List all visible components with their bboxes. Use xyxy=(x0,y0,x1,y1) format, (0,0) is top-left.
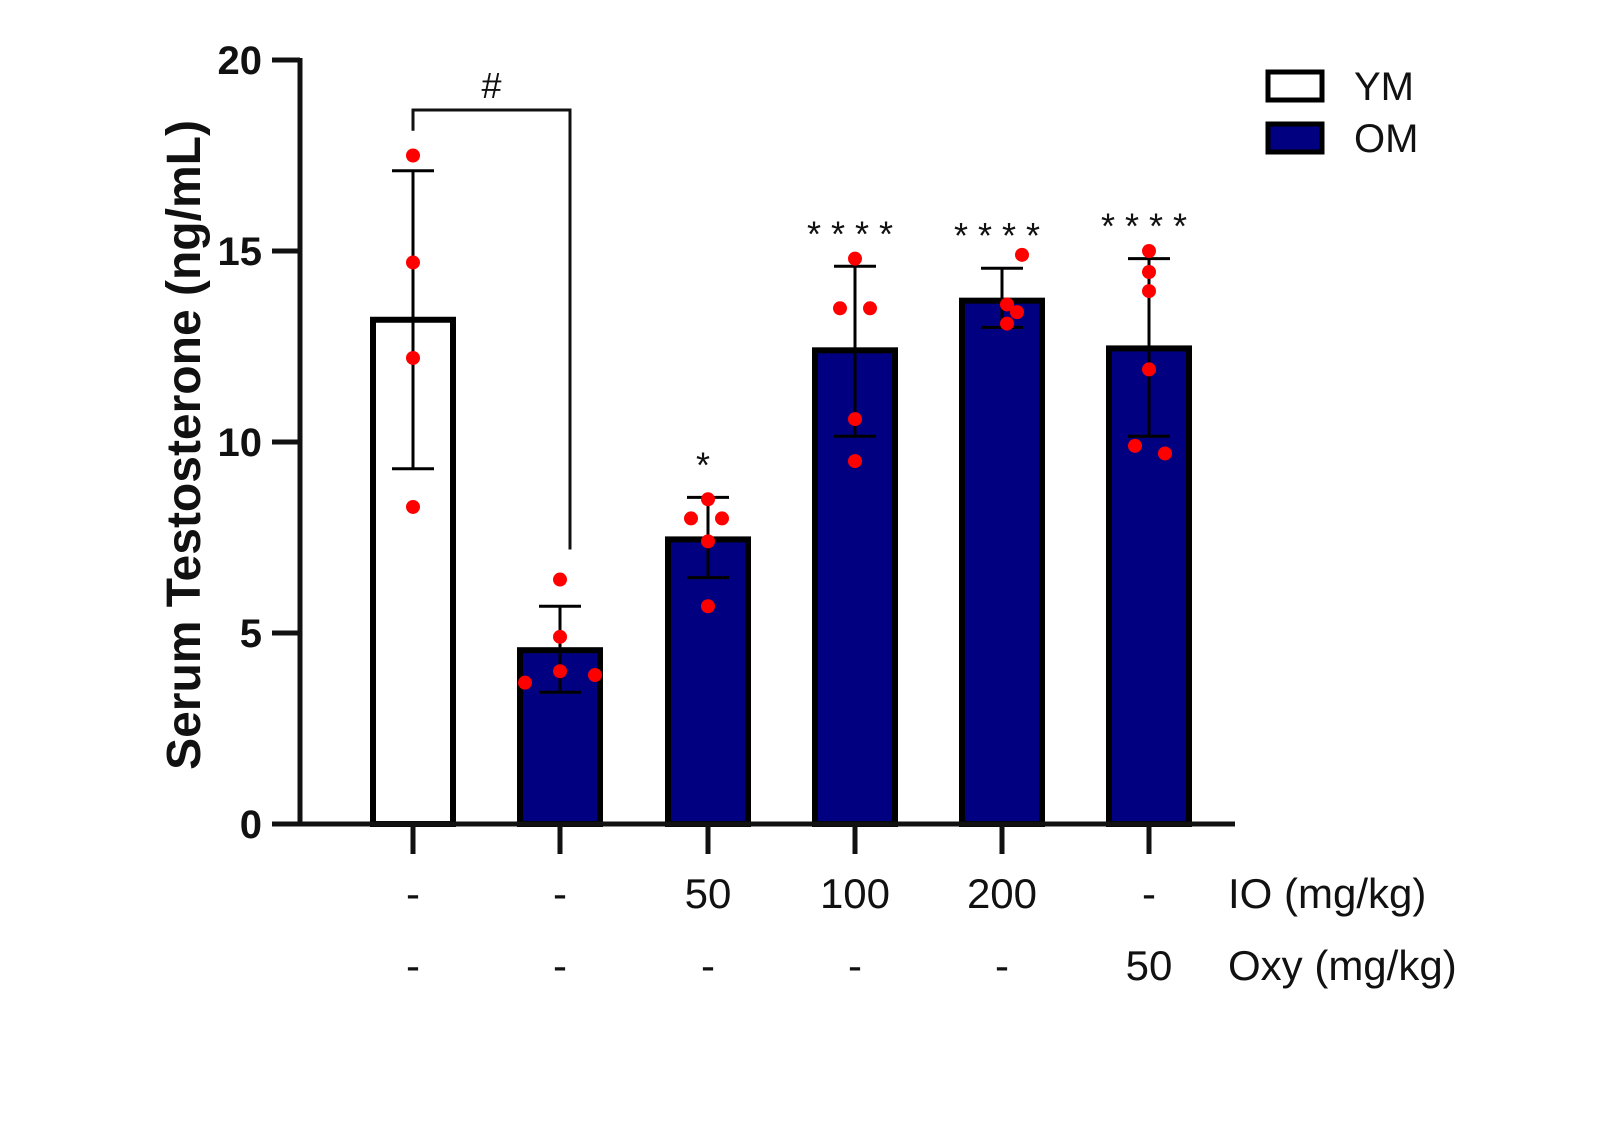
data-point xyxy=(715,511,729,526)
data-point xyxy=(553,629,567,644)
data-point xyxy=(553,572,567,587)
y-tick-label: 5 xyxy=(240,612,262,656)
x-axis xyxy=(300,821,1235,854)
y-axis-label: Serum Testosterone (ng/mL) xyxy=(158,120,211,770)
condition-value: - xyxy=(848,942,862,989)
data-point xyxy=(848,251,862,266)
y-tick-label: 20 xyxy=(218,39,263,83)
data-point xyxy=(518,675,532,690)
significance-label: **** xyxy=(954,215,1050,256)
data-point xyxy=(1142,284,1156,299)
condition-value: 50 xyxy=(1126,942,1173,989)
data-point xyxy=(1015,247,1029,262)
data-point xyxy=(1142,265,1156,280)
data-point xyxy=(553,664,567,679)
significance-label: * xyxy=(696,444,720,485)
data-point xyxy=(588,668,602,683)
data-point xyxy=(848,454,862,469)
data-point xyxy=(863,301,877,316)
data-point xyxy=(848,412,862,427)
data-point xyxy=(1000,316,1014,331)
bar xyxy=(959,297,1045,828)
data-point xyxy=(406,499,420,514)
data-point xyxy=(1000,297,1014,312)
condition-table: - - 50 100 200 - IO (mg/kg) - - - - - 50 Oxy (mg/kg) xyxy=(406,870,1457,989)
comparison-bracket xyxy=(411,108,572,550)
data-point xyxy=(701,534,715,549)
data-point xyxy=(406,350,420,365)
bars: ***** **** ****# xyxy=(370,65,1197,828)
data-point xyxy=(1010,305,1024,320)
data-point xyxy=(701,599,715,614)
data-point xyxy=(1158,446,1172,461)
data-point xyxy=(833,301,847,316)
condition-value: - xyxy=(1142,870,1156,917)
y-tick-label: 10 xyxy=(218,421,263,465)
condition-value: - xyxy=(701,942,715,989)
legend-swatch xyxy=(1265,69,1325,103)
y-tick-label: 15 xyxy=(218,230,263,274)
data-point xyxy=(1128,438,1142,453)
condition-value: - xyxy=(553,942,567,989)
condition-value: 50 xyxy=(685,870,732,917)
data-point xyxy=(1142,362,1156,377)
condition-value: - xyxy=(995,942,1009,989)
data-point xyxy=(684,511,698,526)
bar xyxy=(665,536,751,827)
comparison-label: # xyxy=(481,65,501,106)
condition-value: - xyxy=(406,870,420,917)
legend-label: YM xyxy=(1354,65,1414,109)
data-point xyxy=(406,255,420,270)
data-point xyxy=(701,492,715,507)
y-tick-label: 0 xyxy=(240,803,262,847)
condition-value: 200 xyxy=(967,870,1037,917)
condition-label: Oxy (mg/kg) xyxy=(1228,942,1457,989)
legend: YM OM xyxy=(1265,65,1418,161)
condition-label: IO (mg/kg) xyxy=(1228,870,1426,917)
legend-label: OM xyxy=(1354,117,1418,161)
condition-value: - xyxy=(553,870,567,917)
condition-value: - xyxy=(406,942,420,989)
y-axis: 0 5 10 15 20 xyxy=(218,39,303,847)
data-point xyxy=(1142,244,1156,258)
legend-swatch xyxy=(1265,121,1325,155)
condition-value: 100 xyxy=(820,870,890,917)
significance-label: **** xyxy=(1101,206,1197,247)
significance-label: **** xyxy=(807,213,903,254)
data-point xyxy=(406,148,420,163)
